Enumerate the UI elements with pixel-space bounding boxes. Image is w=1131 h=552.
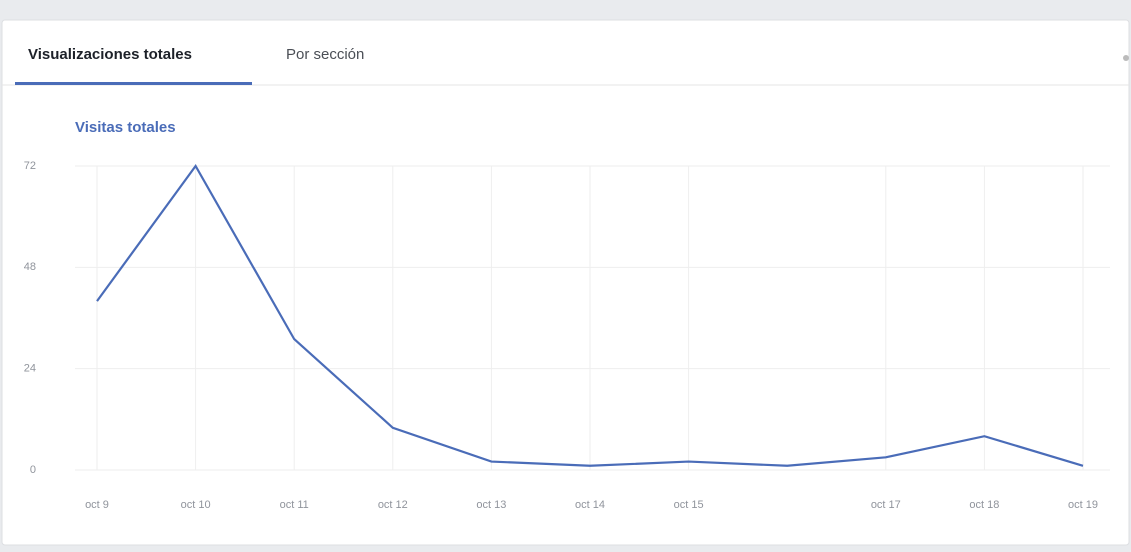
x-tick-label: oct 13	[476, 499, 506, 511]
x-tick-label: oct 15	[674, 499, 704, 511]
line	[96, 163, 1084, 467]
x-tick-label: oct 9	[85, 499, 109, 511]
y-tick-label: 24	[24, 363, 36, 375]
x-tick-label: oct 14	[575, 499, 605, 511]
tab-active[interactable]: Visualizaciones totales	[28, 46, 192, 63]
tab-underline	[15, 82, 252, 85]
x-tick-label: oct 19	[1068, 499, 1098, 511]
y-tick-label: 72	[24, 160, 36, 172]
card	[1, 19, 1130, 546]
x-tick-label: oct 17	[871, 499, 901, 511]
x-tick-label: oct 11	[280, 499, 309, 511]
icon	[1123, 55, 1129, 61]
tab[interactable]: Por sección	[286, 46, 364, 63]
x-tick-label: oct 18	[969, 499, 999, 511]
chart-title: Visitas totales	[75, 119, 176, 136]
y-tick-label: 0	[30, 464, 36, 476]
x-tick-label: oct 12	[378, 499, 408, 511]
y-tick-label: 48	[24, 261, 36, 273]
x-tick-label: oct 10	[181, 499, 211, 511]
